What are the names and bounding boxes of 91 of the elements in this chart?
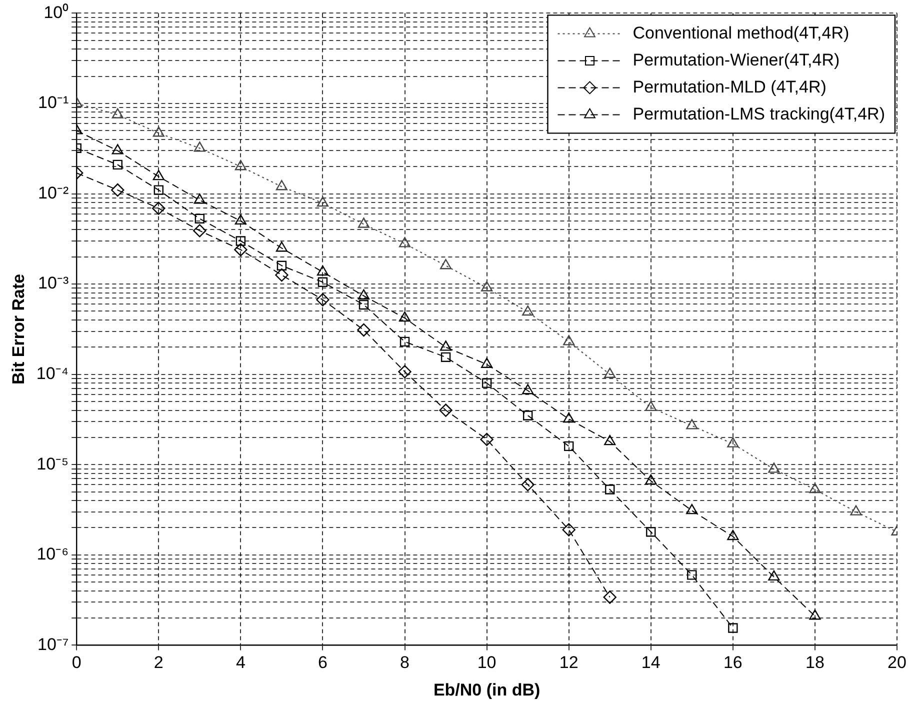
x-tick-label: 6 <box>318 653 328 672</box>
point <box>358 218 370 228</box>
y-tick-label: 10⁻⁵ <box>36 454 69 474</box>
point <box>768 462 780 473</box>
point <box>398 237 411 248</box>
x-tick-label: 2 <box>154 653 164 672</box>
point <box>398 311 411 322</box>
y-tick-label: 10⁻⁶ <box>36 544 69 564</box>
point <box>809 482 821 494</box>
point <box>276 242 288 252</box>
point <box>850 505 862 516</box>
point <box>564 441 574 452</box>
point <box>111 183 124 197</box>
point <box>400 336 410 347</box>
point <box>112 144 124 154</box>
point <box>727 530 739 540</box>
point <box>604 368 616 378</box>
point <box>440 352 451 362</box>
point <box>604 434 616 446</box>
y-axis-title: Bit Error Rate <box>8 274 28 384</box>
point <box>234 243 248 256</box>
x-tick-label: 8 <box>400 653 410 672</box>
y-tick-label: 10⁻³ <box>38 274 69 293</box>
point <box>562 523 576 536</box>
y-tick-label: 10⁻⁴ <box>36 364 69 384</box>
point <box>316 196 329 207</box>
legend-label: Permutation-Wiener(4T,4R) <box>632 50 840 70</box>
point <box>357 323 370 337</box>
point <box>605 484 615 494</box>
point <box>398 365 412 378</box>
point <box>481 281 493 292</box>
point <box>439 404 452 417</box>
point <box>193 224 206 238</box>
point <box>276 260 287 270</box>
y-tick-label: 10⁻¹ <box>38 93 69 112</box>
x-tick-label: 16 <box>723 653 742 672</box>
point <box>316 293 330 306</box>
point <box>234 160 246 170</box>
x-tick-label: 12 <box>559 653 578 672</box>
point <box>563 335 575 346</box>
point <box>645 400 657 412</box>
point <box>440 340 452 351</box>
point <box>275 268 288 282</box>
point <box>318 277 328 287</box>
point <box>728 623 738 633</box>
point <box>522 384 534 394</box>
point <box>727 437 739 448</box>
x-tick-label: 20 <box>888 653 906 672</box>
point <box>603 590 616 604</box>
x-tick-label: 10 <box>477 653 496 672</box>
point <box>645 474 657 485</box>
y-tick-label: 10⁻⁷ <box>38 634 69 654</box>
point <box>809 610 821 620</box>
point <box>480 432 494 446</box>
x-tick-label: 0 <box>72 653 82 672</box>
point <box>768 570 780 581</box>
point <box>152 170 164 180</box>
point <box>686 504 698 514</box>
point <box>112 108 124 118</box>
point <box>358 289 370 300</box>
point <box>522 410 533 420</box>
point <box>152 126 164 137</box>
point <box>440 259 452 270</box>
point <box>152 202 166 215</box>
legend-label: Conventional method(4T,4R) <box>632 23 850 42</box>
point <box>276 180 288 190</box>
y-tick-label: 10⁰ <box>44 2 69 22</box>
point <box>194 194 206 204</box>
point <box>236 236 246 246</box>
point <box>646 527 656 537</box>
legend-label: Permutation-LMS tracking(4T,4R) <box>632 104 886 124</box>
point <box>154 185 164 195</box>
x-tick-label: 14 <box>641 653 660 672</box>
point <box>687 570 697 580</box>
x-axis-title: Eb/N0 (in dB) <box>433 680 540 700</box>
point <box>686 419 698 430</box>
point <box>234 214 246 225</box>
x-tick-label: 18 <box>806 653 824 672</box>
point <box>521 478 534 492</box>
point <box>482 378 492 388</box>
point <box>194 214 205 224</box>
legend-label: Permutation-MLD (4T,4R) <box>632 77 826 96</box>
x-tick-label: 4 <box>236 653 246 672</box>
point <box>316 265 329 276</box>
point <box>112 160 122 170</box>
point <box>194 142 206 152</box>
point <box>481 358 493 368</box>
point <box>563 412 575 423</box>
point <box>522 305 534 316</box>
point <box>358 300 369 310</box>
y-tick-label: 10⁻² <box>38 183 69 202</box>
